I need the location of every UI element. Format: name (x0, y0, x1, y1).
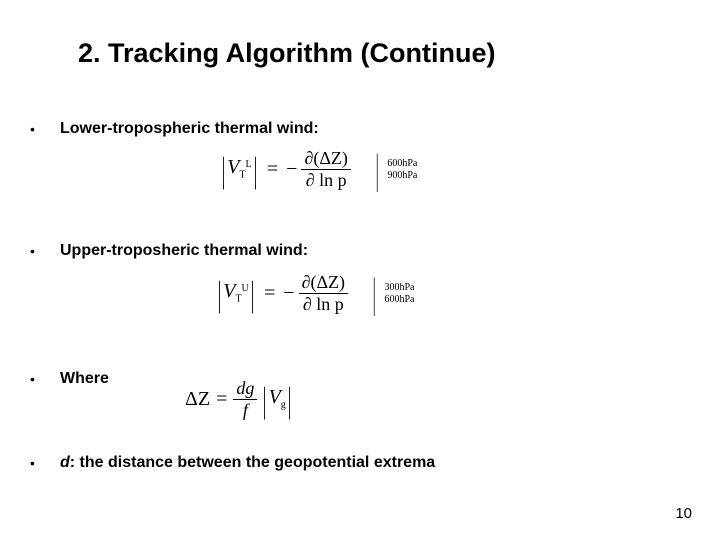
bullet-dot-icon: • (30, 120, 38, 138)
abs-bar-icon: | (218, 276, 222, 312)
bullet-2: • Upper-troposheric thermal wind: (30, 242, 308, 260)
bullet-1-text: Lower-tropospheric thermal wind: (60, 120, 319, 138)
eval-bar-icon: | (373, 273, 376, 315)
bullet-4: • d: the distance between the geopotenti… (30, 454, 435, 472)
sup-l: L (246, 159, 252, 170)
abs-bar-icon: | (263, 382, 267, 418)
frac-num: dg (233, 378, 257, 400)
bullet-3: • Where (30, 370, 109, 388)
bullet-dot-icon: • (30, 242, 38, 260)
abs-bar-icon: | (288, 382, 292, 418)
abs-bar-icon: | (253, 152, 257, 188)
fraction: ∂(ΔZ) ∂ ln p (299, 272, 348, 315)
bullet-dot-icon: • (30, 454, 38, 472)
limit-lower: 900hPa (387, 170, 417, 182)
bullet-1: • Lower-tropospheric thermal wind: (30, 120, 319, 138)
slide: 2. Tracking Algorithm (Continue) • Lower… (0, 0, 720, 540)
partial-icon: ∂ (304, 148, 313, 168)
abs-bar-icon: | (222, 152, 226, 188)
bullet-4-rest: : the distance between the geopotential … (70, 454, 435, 471)
delta-z: (ΔZ) (313, 148, 348, 168)
formula-deltaz: ΔZ = dg f |Vg| (185, 378, 293, 421)
slide-title: 2. Tracking Algorithm (Continue) (78, 38, 496, 69)
equals-sign: = (267, 158, 278, 180)
limit-upper: 300hPa (384, 282, 414, 294)
minus-sign: − (283, 282, 294, 304)
ln-p: ln p (319, 170, 347, 190)
bullet-2-text: Upper-troposheric thermal wind: (60, 242, 308, 260)
var-v: V (223, 280, 235, 302)
partial-icon: ∂ (306, 170, 315, 190)
formula-upper: |VTU| = − ∂(ΔZ) ∂ ln p | 300hPa 600hPa (216, 272, 414, 315)
page-number: 10 (675, 505, 692, 522)
delta-z: (ΔZ) (310, 272, 345, 292)
partial-icon: ∂ (303, 294, 312, 314)
bullet-dot-icon: • (30, 370, 38, 388)
var-d: d (60, 454, 70, 471)
sub-t: T (235, 293, 241, 304)
var-v: V (227, 156, 239, 178)
sub-g: g (281, 399, 286, 410)
limit-lower: 600hPa (384, 294, 414, 306)
bullet-3-text: Where (60, 370, 109, 388)
eval-bar-icon: | (376, 149, 379, 191)
eval-limits: 300hPa 600hPa (384, 282, 414, 306)
delta-z-lhs: ΔZ (185, 388, 210, 410)
ln-p: ln p (316, 294, 344, 314)
equals-sign: = (264, 282, 275, 304)
minus-sign: − (286, 158, 297, 180)
formula-lower: |VTL| = − ∂(ΔZ) ∂ ln p | 600hPa 900hPa (220, 148, 417, 191)
bullet-4-text: d: the distance between the geopotential… (60, 454, 435, 472)
sub-t: T (239, 169, 245, 180)
frac-den: f (233, 400, 257, 421)
eval-limits: 600hPa 900hPa (387, 158, 417, 182)
var-v: V (269, 386, 281, 408)
equals-sign: = (216, 388, 227, 410)
limit-upper: 600hPa (387, 158, 417, 170)
sup-u: U (242, 283, 249, 294)
fraction: ∂(ΔZ) ∂ ln p (301, 148, 350, 191)
abs-bar-icon: | (251, 276, 255, 312)
fraction: dg f (233, 378, 257, 421)
